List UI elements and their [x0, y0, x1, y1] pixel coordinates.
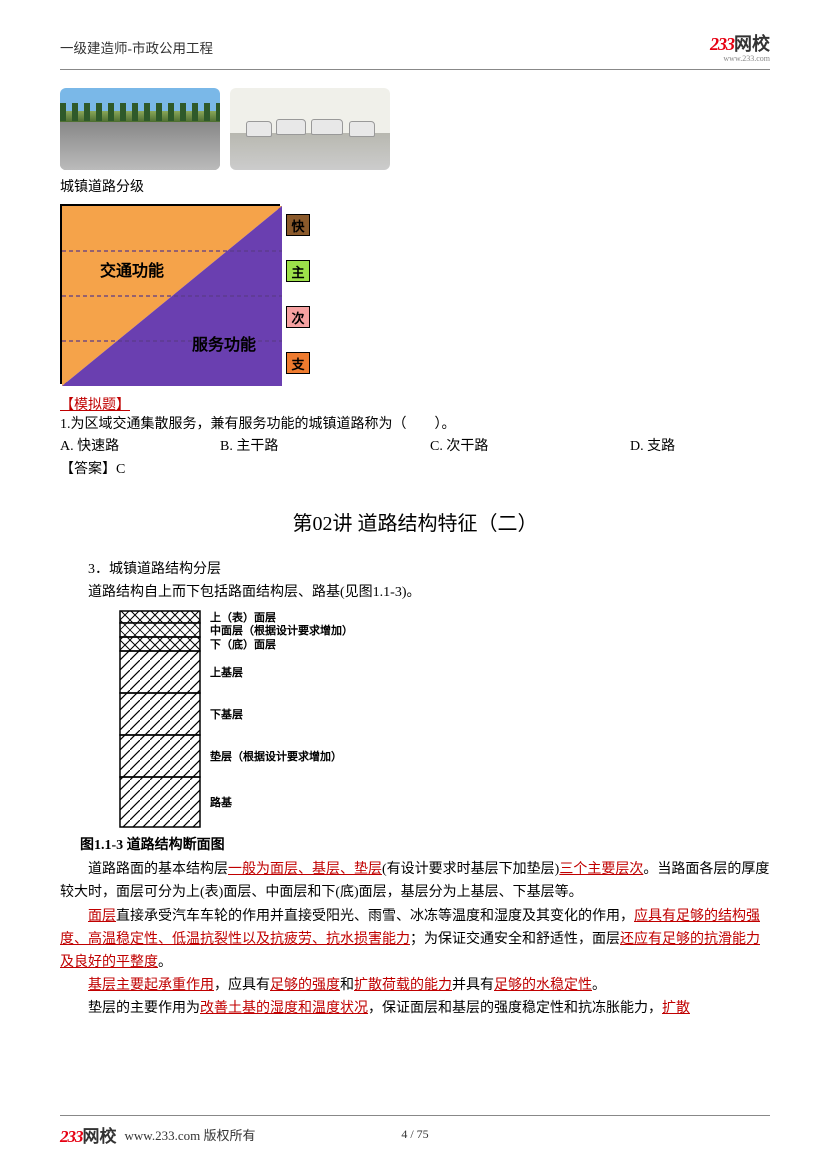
para-4: 垫层的主要作用为改善土基的湿度和温度状况，保证面层和基层的强度稳定性和抗冻胀能力…: [60, 997, 770, 1020]
svg-text:下（底）面层: 下（底）面层: [210, 637, 276, 651]
footer-copyright: www.233.com 版权所有: [125, 1125, 256, 1144]
svg-text:路基: 路基: [210, 795, 233, 809]
svg-text:上基层: 上基层: [210, 665, 243, 679]
section-3-title: 3．城镇道路结构分层: [60, 558, 770, 581]
footer-logo: 233网校: [60, 1122, 117, 1147]
para-3: 基层主要起承重作用，应具有足够的强度和扩散荷载的能力并具有足够的水稳定性。: [60, 974, 770, 997]
photo-street: [230, 88, 390, 170]
photos-caption: 城镇道路分级: [60, 176, 770, 196]
photo-row: [60, 88, 770, 170]
option-b: B. 主干路: [220, 436, 430, 458]
question-text: 1.为区域交通集散服务，兼有服务功能的城镇道路称为（ ）。: [60, 414, 770, 436]
svg-text:交通功能: 交通功能: [100, 261, 164, 280]
option-c: C. 次干路: [430, 436, 630, 458]
svg-text:中面层（根据设计要求增加）: 中面层（根据设计要求增加）: [210, 623, 353, 637]
svg-text:上（表）面层: 上（表）面层: [210, 610, 276, 624]
layer-diagram: 上（表）面层中面层（根据设计要求增加）下（底）面层上基层下基层垫层（根据设计要求…: [60, 610, 770, 828]
page-footer: 233网校 www.233.com 版权所有 4 / 75: [60, 1115, 770, 1147]
legend-快: 快: [286, 214, 310, 236]
svg-text:服务功能: 服务功能: [192, 335, 256, 354]
header-logo: 233网校 www.233.com: [710, 30, 770, 63]
para-2: 面层直接承受汽车车轮的作用并直接受阳光、雨雪、冰冻等温度和湿度及其变化的作用，应…: [60, 905, 770, 974]
answer: 【答案】C: [60, 459, 770, 481]
svg-text:垫层（根据设计要求增加）: 垫层（根据设计要求增加）: [210, 749, 342, 763]
grade-chart: 交通功能服务功能 快主次支: [60, 204, 770, 384]
mock-exam-label: 【模拟题】: [60, 394, 770, 414]
svg-text:下基层: 下基层: [210, 707, 243, 721]
page-number: 4 / 75: [401, 1127, 428, 1142]
section-3-line: 道路结构自上而下包括路面结构层、路基(见图1.1-3)。: [60, 581, 770, 604]
para-1: 道路路面的基本结构层一般为面层、基层、垫层(有设计要求时基层下加垫层)三个主要层…: [60, 858, 770, 904]
legend-次: 次: [286, 306, 310, 328]
lecture-title: 第02讲 道路结构特征（二）: [60, 507, 770, 536]
legend-主: 主: [286, 260, 310, 282]
legend-支: 支: [286, 352, 310, 374]
options-row: A. 快速路 B. 主干路 C. 次干路 D. 支路: [60, 436, 770, 458]
option-a: A. 快速路: [60, 436, 220, 458]
page-header: 一级建造师-市政公用工程 233网校 www.233.com: [60, 30, 770, 70]
figure-caption: 图1.1-3 道路结构断面图: [80, 834, 770, 854]
option-d: D. 支路: [630, 436, 675, 458]
header-title: 一级建造师-市政公用工程: [60, 37, 213, 57]
photo-rendered-road: [60, 88, 220, 170]
